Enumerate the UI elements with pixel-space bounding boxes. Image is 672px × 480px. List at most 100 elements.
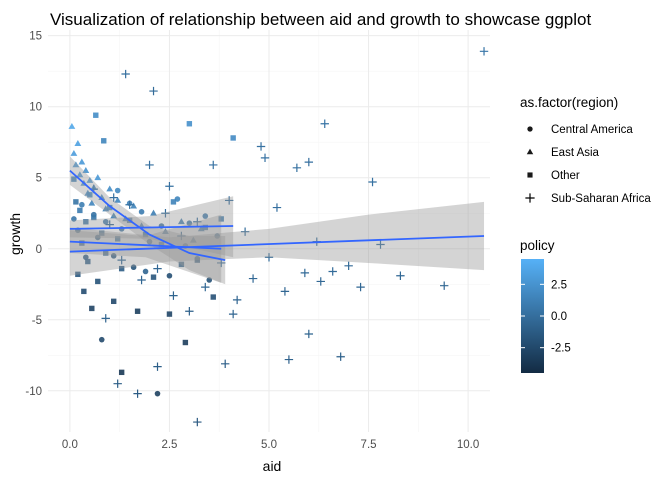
- legend-label-central-america: Central America: [551, 124, 633, 136]
- data-point: [118, 369, 125, 376]
- y-tick-label: -5: [32, 315, 42, 327]
- data-point: [91, 214, 97, 221]
- data-point: [98, 336, 105, 343]
- x-tick-label: 10.0: [457, 439, 479, 451]
- data-point: [336, 352, 345, 361]
- data-point: [214, 233, 221, 239]
- data-point: [130, 202, 138, 209]
- data-point: [138, 209, 145, 215]
- data-point: [201, 282, 210, 292]
- data-point: [113, 379, 122, 388]
- data-point: [88, 199, 96, 206]
- data-point: [149, 86, 158, 96]
- data-point: [118, 265, 125, 272]
- data-point: [316, 277, 325, 286]
- y-tick-label: 15: [29, 31, 42, 43]
- data-point: [185, 307, 194, 316]
- data-point: [154, 390, 161, 397]
- y-tick-label: 0: [36, 244, 42, 256]
- legend-key-central-america: [527, 126, 533, 132]
- data-point: [284, 355, 294, 364]
- legend-label-east-asia: East Asia: [551, 147, 600, 159]
- data-point: [93, 112, 99, 118]
- data-point: [68, 122, 76, 129]
- data-point: [110, 253, 117, 259]
- data-point: [479, 47, 489, 56]
- data-point: [103, 250, 109, 256]
- x-tick-label: 0.0: [62, 439, 78, 451]
- data-point: [328, 267, 337, 276]
- data-point: [82, 167, 90, 173]
- data-point: [292, 163, 302, 172]
- data-point: [101, 314, 110, 323]
- series-sub-saharan-africa: [89, 47, 489, 427]
- shape-legend: as.factor(region) Central America East As…: [520, 95, 651, 205]
- data-point: [170, 199, 177, 205]
- data-point: [142, 268, 149, 275]
- y-axis-title: growth: [7, 213, 23, 255]
- data-point: [280, 287, 290, 296]
- data-point: [94, 234, 101, 241]
- data-point: [304, 157, 314, 167]
- data-point: [86, 176, 94, 183]
- chart-title: Visualization of relationship between ai…: [50, 10, 591, 29]
- legend-key-other: [527, 172, 533, 178]
- data-point: [396, 271, 405, 280]
- data-point: [356, 282, 365, 292]
- data-point: [101, 138, 107, 144]
- color-bar-label: -2.5: [551, 343, 571, 355]
- data-point: [224, 196, 234, 205]
- smooth-line: [69, 235, 485, 253]
- y-tick-label: 10: [29, 102, 42, 114]
- data-point: [110, 212, 118, 219]
- data-point: [106, 185, 114, 192]
- data-point: [158, 241, 165, 248]
- data-point: [228, 309, 238, 319]
- data-point: [165, 182, 174, 191]
- data-point: [230, 135, 236, 141]
- smooth-line: [69, 225, 234, 230]
- data-point: [73, 199, 79, 205]
- data-point: [87, 192, 93, 198]
- data-point: [79, 201, 85, 208]
- data-point: [153, 362, 162, 371]
- data-point: [85, 258, 91, 265]
- data-point: [121, 69, 130, 79]
- data-point: [142, 231, 149, 238]
- data-point: [109, 193, 118, 202]
- data-point: [300, 268, 310, 278]
- data-point: [125, 200, 134, 209]
- data-point: [71, 176, 77, 182]
- data-point: [182, 339, 189, 346]
- data-point: [440, 281, 449, 290]
- color-legend-title: policy: [520, 238, 555, 253]
- shape-legend-title: as.factor(region): [520, 95, 618, 110]
- data-point: [150, 274, 157, 280]
- data-point: [260, 153, 270, 163]
- data-point: [130, 264, 137, 271]
- data-point: [94, 174, 102, 181]
- data-point: [114, 236, 121, 242]
- y-tick-label: 5: [36, 173, 42, 185]
- data-point: [240, 227, 250, 236]
- data-point: [114, 187, 121, 194]
- data-point: [186, 220, 193, 226]
- data-point: [166, 311, 173, 317]
- y-tick-label: -10: [25, 386, 42, 398]
- data-point: [75, 271, 81, 278]
- data-point: [248, 274, 258, 283]
- data-point: [83, 254, 89, 261]
- data-point: [189, 236, 197, 243]
- data-point: [146, 238, 153, 245]
- x-axis-title: aid: [263, 458, 282, 474]
- data-point: [218, 216, 224, 222]
- data-point: [76, 171, 84, 178]
- x-tick-label: 7.5: [361, 439, 377, 451]
- color-legend: policy 2.5 0.0 -2.5: [520, 238, 571, 373]
- data-point: [137, 275, 146, 285]
- data-point: [77, 207, 83, 214]
- legend-label-sub-saharan-africa: Sub-Saharan Africa: [551, 193, 651, 205]
- plot-panel: [48, 30, 490, 432]
- data-point: [202, 213, 209, 219]
